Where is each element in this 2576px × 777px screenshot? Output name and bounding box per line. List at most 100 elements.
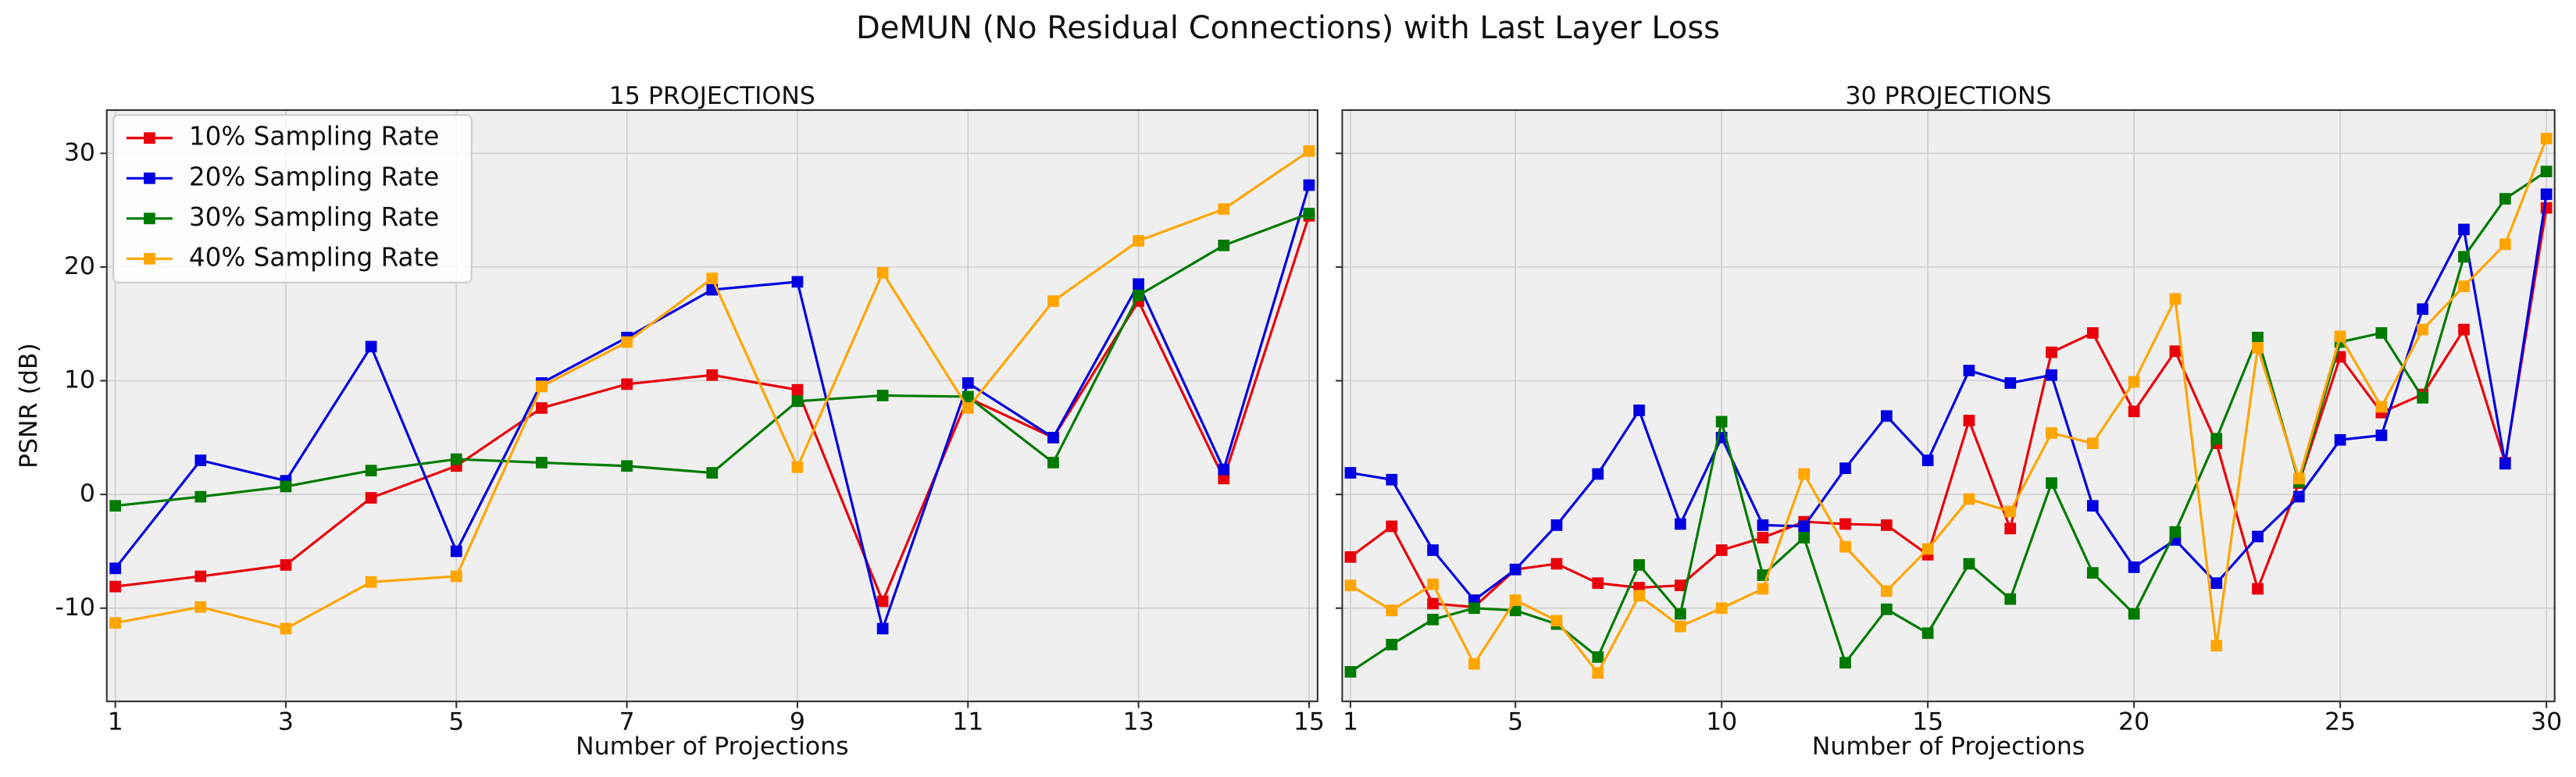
data-point <box>2046 369 2057 381</box>
data-point <box>1798 468 1811 480</box>
figure-title: DeMUN (No Residual Connections) with Las… <box>856 10 1720 46</box>
data-point <box>109 580 121 593</box>
x-tick-label: 11 <box>952 708 983 736</box>
data-point <box>2540 201 2553 214</box>
data-point <box>536 402 548 414</box>
data-point <box>791 395 804 408</box>
data-point <box>2499 238 2511 251</box>
data-point <box>962 402 974 414</box>
data-point <box>2086 437 2099 449</box>
data-point <box>1633 590 1645 602</box>
data-point <box>2252 530 2264 543</box>
legend-label: 10% Sampling Rate <box>189 122 439 151</box>
data-point <box>2292 490 2305 503</box>
data-point <box>2210 433 2223 445</box>
data-point <box>1757 583 1769 595</box>
data-point <box>1133 278 1144 290</box>
x-tick-label: 5 <box>448 708 464 736</box>
data-point <box>1386 520 1398 533</box>
data-point <box>962 377 974 389</box>
data-point <box>1757 519 1769 531</box>
data-point <box>791 461 804 473</box>
x-tick-label: 1 <box>1343 708 1358 736</box>
data-point <box>2375 429 2388 441</box>
data-point <box>621 336 633 348</box>
data-point <box>194 601 207 613</box>
data-point <box>1344 467 1357 479</box>
data-point <box>2252 331 2264 344</box>
data-point <box>1757 532 1769 544</box>
data-point <box>1715 602 1728 615</box>
y-tick-label: 10 <box>64 366 95 394</box>
data-point <box>2046 346 2057 358</box>
data-point <box>2086 500 2099 512</box>
data-point <box>1386 604 1398 617</box>
data-point <box>2540 188 2553 201</box>
data-point <box>791 276 804 288</box>
data-point <box>365 465 377 476</box>
data-point <box>2417 392 2429 404</box>
data-point <box>1880 603 1893 615</box>
data-point <box>1674 620 1686 633</box>
x-tick-label: 5 <box>1507 708 1523 736</box>
data-point <box>876 622 889 635</box>
data-point <box>1674 579 1686 592</box>
data-point <box>1468 602 1480 615</box>
legend-label: 40% Sampling Rate <box>189 242 439 272</box>
subplot-title: 15 PROJECTIONS <box>609 82 815 110</box>
x-axis-label: Number of Projections <box>1812 732 2085 761</box>
x-tick-label: 30 <box>2531 708 2562 736</box>
data-point <box>280 480 292 493</box>
data-point <box>1839 657 1851 669</box>
data-point <box>1133 289 1144 301</box>
data-point <box>2252 583 2264 595</box>
data-point <box>109 562 121 575</box>
data-point <box>450 570 462 583</box>
data-point <box>1344 665 1357 678</box>
data-point <box>365 576 377 588</box>
data-point <box>2128 561 2140 573</box>
data-point <box>2458 251 2470 263</box>
data-point <box>1963 558 1975 570</box>
x-tick-label: 1 <box>108 708 123 736</box>
data-point <box>2540 166 2553 177</box>
data-point <box>365 492 377 504</box>
series-line <box>1350 194 2548 602</box>
data-point <box>1218 203 1230 216</box>
data-point <box>876 266 889 279</box>
data-point <box>1963 415 1975 426</box>
data-point <box>2128 376 2140 388</box>
x-axis-label: Number of Projections <box>576 732 848 761</box>
data-point <box>2417 303 2429 315</box>
data-point <box>1633 559 1645 571</box>
data-point <box>876 595 889 608</box>
data-point <box>1839 462 1851 475</box>
data-point <box>280 559 292 571</box>
legend-box <box>112 114 473 283</box>
series-line <box>1350 207 2548 608</box>
x-tick-label: 3 <box>278 708 294 736</box>
data-point <box>1427 544 1439 556</box>
data-point <box>536 457 548 469</box>
data-point <box>1509 563 1522 576</box>
data-point <box>2458 223 2470 236</box>
data-point <box>2086 327 2099 339</box>
data-point <box>1344 551 1357 563</box>
data-point <box>2004 593 2017 605</box>
data-point <box>536 380 548 393</box>
data-point <box>1921 454 1934 466</box>
data-point <box>621 378 633 390</box>
data-point <box>2375 327 2388 339</box>
data-point <box>1386 639 1398 650</box>
data-point <box>2210 577 2223 590</box>
data-point <box>2417 323 2429 336</box>
data-point <box>1468 658 1480 670</box>
data-point <box>2210 640 2223 652</box>
data-point <box>2169 345 2182 358</box>
data-point <box>1674 518 1686 530</box>
data-point <box>1218 239 1230 251</box>
data-point <box>1880 585 1893 597</box>
x-tick-label: 15 <box>1912 708 1943 736</box>
legend-label: 20% Sampling Rate <box>189 162 439 191</box>
x-tick-label: 9 <box>790 708 805 736</box>
